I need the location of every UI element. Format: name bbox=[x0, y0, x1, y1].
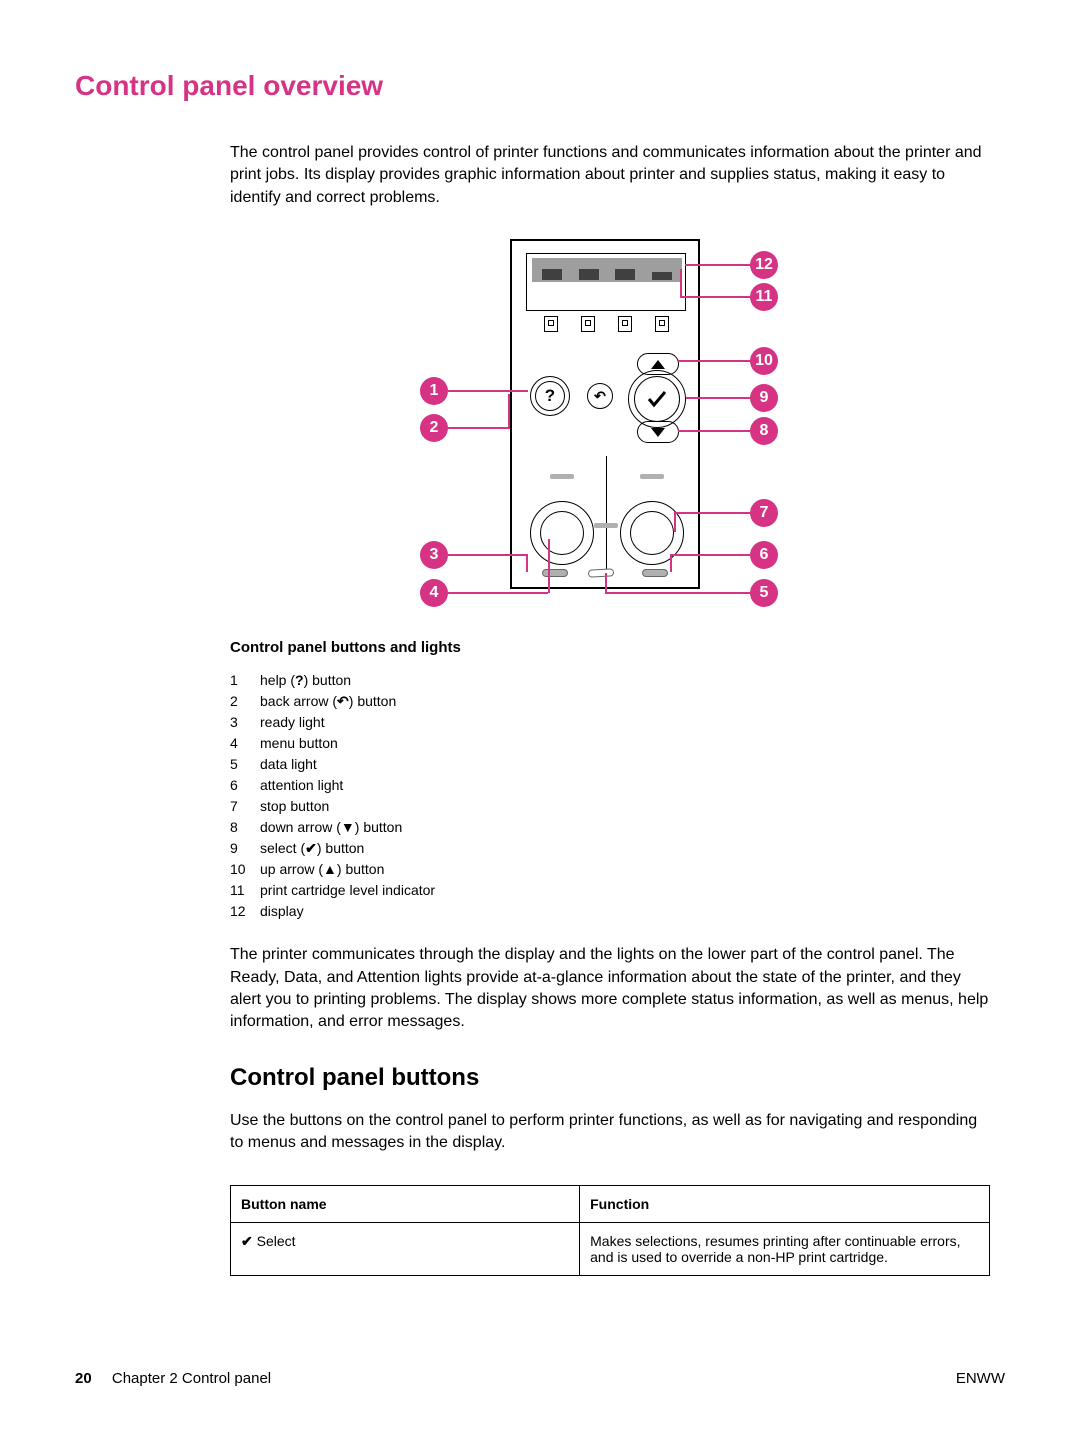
buttons-table: Button name Function ✔ Select Makes sele… bbox=[230, 1185, 990, 1276]
legend-item: 6attention light bbox=[230, 775, 990, 796]
page-number: 20 bbox=[75, 1370, 92, 1387]
cell-function: Makes selections, resumes printing after… bbox=[580, 1222, 990, 1275]
body-paragraph: The printer communicates through the dis… bbox=[230, 944, 990, 1034]
cell-button-name: ✔ Select bbox=[231, 1222, 580, 1275]
col-function: Function bbox=[580, 1185, 990, 1222]
callout-1: 1 bbox=[420, 377, 448, 405]
legend-item: 1help (?) button bbox=[230, 670, 990, 691]
callout-3: 3 bbox=[420, 541, 448, 569]
control-panel-diagram: ? ↶ 1 2 bbox=[230, 239, 990, 609]
light-slot bbox=[550, 474, 574, 479]
display-screen bbox=[526, 253, 686, 311]
attention-light bbox=[642, 569, 668, 577]
legend-item: 5data light bbox=[230, 754, 990, 775]
light-slot bbox=[594, 523, 618, 528]
select-button bbox=[634, 376, 680, 422]
legend-item: 3ready light bbox=[230, 712, 990, 733]
callout-12: 12 bbox=[750, 251, 778, 279]
callout-2: 2 bbox=[420, 414, 448, 442]
legend-item: 2back arrow (↶) button bbox=[230, 691, 990, 712]
legend-item: 8down arrow (▼) button bbox=[230, 817, 990, 838]
light-slot bbox=[640, 474, 664, 479]
callout-10: 10 bbox=[750, 347, 778, 375]
data-light bbox=[588, 568, 614, 577]
col-button-name: Button name bbox=[231, 1185, 580, 1222]
chapter-label: Chapter 2 Control panel bbox=[112, 1370, 271, 1387]
legend-item: 10up arrow (▲) button bbox=[230, 859, 990, 880]
legend-item: 9select (✔) button bbox=[230, 838, 990, 859]
section-intro: Use the buttons on the control panel to … bbox=[230, 1110, 990, 1155]
footer-right: ENWW bbox=[956, 1370, 1005, 1387]
ready-light bbox=[542, 569, 568, 577]
down-arrow-button bbox=[637, 421, 679, 443]
page-footer: 20 Chapter 2 Control panel ENWW bbox=[75, 1370, 1005, 1387]
legend-list: 1help (?) button 2back arrow (↶) button … bbox=[230, 670, 990, 922]
legend-item: 4menu button bbox=[230, 733, 990, 754]
callout-7: 7 bbox=[750, 499, 778, 527]
callout-5: 5 bbox=[750, 579, 778, 607]
legend-item: 11print cartridge level indicator bbox=[230, 880, 990, 901]
diagram-caption: Control panel buttons and lights bbox=[230, 639, 990, 656]
callout-6: 6 bbox=[750, 541, 778, 569]
help-button: ? bbox=[535, 381, 565, 411]
panel-outline: ? ↶ bbox=[510, 239, 700, 589]
callout-11: 11 bbox=[750, 283, 778, 311]
section-heading: Control panel buttons bbox=[230, 1064, 990, 1092]
legend-item: 7stop button bbox=[230, 796, 990, 817]
callout-9: 9 bbox=[750, 384, 778, 412]
intro-paragraph: The control panel provides control of pr… bbox=[230, 142, 990, 209]
callout-4: 4 bbox=[420, 579, 448, 607]
back-button: ↶ bbox=[587, 383, 613, 409]
table-header-row: Button name Function bbox=[231, 1185, 990, 1222]
table-row: ✔ Select Makes selections, resumes print… bbox=[231, 1222, 990, 1275]
legend-item: 12display bbox=[230, 901, 990, 922]
cartridge-indicator bbox=[532, 258, 682, 282]
page-title: Control panel overview bbox=[75, 70, 1005, 102]
cartridge-icons bbox=[532, 316, 680, 332]
callout-8: 8 bbox=[750, 417, 778, 445]
